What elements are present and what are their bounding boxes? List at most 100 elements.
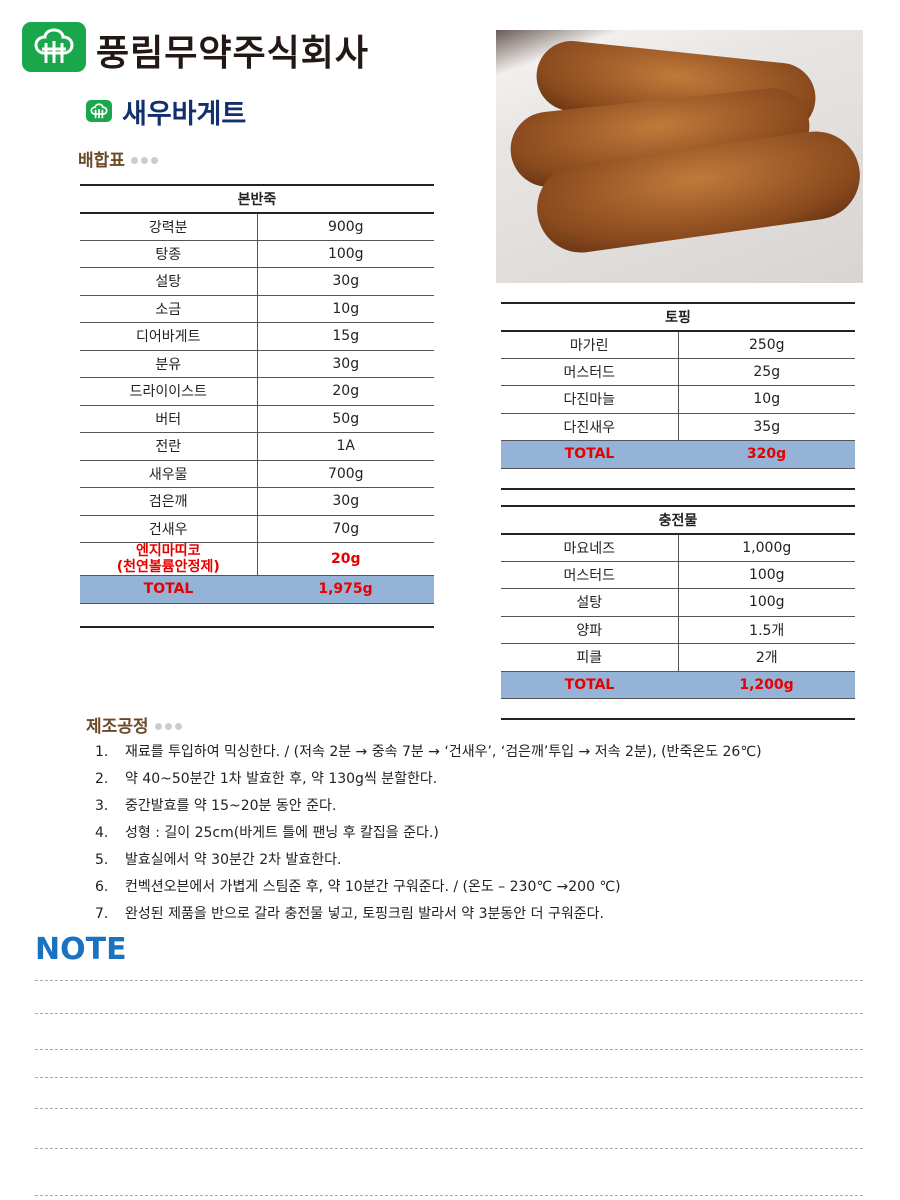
ingredient-amount: 20g	[257, 542, 434, 576]
step-number: 2.	[95, 771, 109, 787]
recipe-title: 새우바게트	[122, 99, 247, 130]
step-text: 발효실에서 약 30분간 2차 발효한다.	[125, 852, 342, 868]
company-name: 풍림무약주식회사	[96, 33, 369, 74]
ingredient-name: 양파	[501, 616, 679, 644]
table-row: 머스터드 25g	[501, 358, 855, 386]
table-row: 디어바게트 15g	[80, 322, 434, 351]
table-row: 새우물 700g	[80, 460, 434, 488]
ingredient-amount: 1A	[257, 432, 434, 461]
table-title: 충전물	[501, 505, 855, 535]
note-line	[35, 1077, 863, 1078]
total-row: TOTAL 320g	[501, 440, 855, 469]
ingredient-name: 건새우	[80, 515, 258, 543]
table-row: 다진새우 35g	[501, 413, 855, 441]
ingredient-name: 디어바게트	[80, 322, 258, 351]
step-text: 재료를 투입하여 믹싱한다. / (저속 2분 → 중속 7분 → ‘건새우’,…	[125, 744, 762, 760]
ingredient-name: 강력분	[80, 212, 258, 241]
main-dough-table: 본반죽 강력분 900g 탕종 100g 설탕 30g 소금 10g 디어바게트 15g 분유 30g 드…	[80, 184, 434, 604]
filling-table: 충전물 마요네즈 1,000g 머스터드 100g 설탕 100g 양파 1.5개 피클 2개 TOT…	[501, 505, 855, 699]
ingredient-name: 엔지마띠코 (천연볼륨안정제)	[80, 542, 258, 576]
step-number: 1.	[95, 744, 109, 760]
ingredient-amount: 25g	[678, 358, 855, 386]
table-header: 토핑	[501, 302, 855, 332]
process-step: 6. 컨벡션오븐에서 가볍게 스팀준 후, 약 10분간 구워준다. / (온도 …	[95, 877, 762, 904]
ingredient-name: 드라이이스트	[80, 377, 258, 406]
total-label: TOTAL	[501, 671, 678, 699]
total-row: TOTAL 1,200g	[501, 671, 855, 699]
section-recipe: 배합표	[78, 146, 161, 171]
ingredient-name: 분유	[80, 350, 258, 378]
total-amount: 1,200g	[678, 671, 855, 699]
table-row: 강력분 900g	[80, 212, 434, 241]
ingredient-name: 다진마늘	[501, 385, 679, 414]
ingredient-name: 피클	[501, 643, 679, 672]
divider	[80, 626, 434, 628]
ingredient-amount: 900g	[257, 212, 434, 241]
ingredient-amount: 30g	[257, 350, 434, 378]
total-amount: 320g	[678, 440, 855, 469]
ingredient-name: 버터	[80, 405, 258, 433]
step-number: 5.	[95, 852, 109, 868]
table-title: 본반죽	[80, 184, 434, 214]
table-header: 충전물	[501, 505, 855, 535]
total-label: TOTAL	[501, 440, 678, 469]
note-line	[35, 980, 863, 981]
ingredient-amount: 30g	[257, 267, 434, 296]
divider	[501, 718, 855, 720]
company-logo	[22, 22, 86, 72]
table-row: 피클 2개	[501, 643, 855, 672]
section-process: 제조공정	[86, 712, 185, 737]
process-steps: 1. 재료를 투입하여 믹싱한다. / (저속 2분 → 중속 7분 → ‘건새우…	[95, 742, 762, 931]
table-row: 설탕 100g	[501, 588, 855, 617]
ingredient-amount: 70g	[257, 515, 434, 543]
step-number: 7.	[95, 906, 109, 922]
note-line	[35, 1148, 863, 1149]
step-text: 완성된 제품을 반으로 갈라 충전물 넣고, 토핑크림 발라서 약 3분동안 더…	[125, 906, 604, 922]
step-text: 성형 : 길이 25cm(바게트 틀에 팬닝 후 칼집을 준다.)	[125, 825, 439, 841]
process-step: 5. 발효실에서 약 30분간 2차 발효한다.	[95, 850, 762, 877]
total-amount: 1,975g	[257, 575, 434, 604]
process-step: 4. 성형 : 길이 25cm(바게트 틀에 팬닝 후 칼집을 준다.)	[95, 823, 762, 850]
step-number: 6.	[95, 879, 109, 895]
table-row: 마요네즈 1,000g	[501, 533, 855, 562]
topping-table: 토핑 마가린 250g 머스터드 25g 다진마늘 10g 다진새우 35g TOTAL 320g	[501, 302, 855, 469]
table-row: 소금 10g	[80, 295, 434, 323]
section-recipe-label: 배합표	[78, 151, 125, 171]
table-row: 마가린 250g	[501, 330, 855, 359]
table-row: 드라이이스트 20g	[80, 377, 434, 406]
table-row: 전란 1A	[80, 432, 434, 461]
ingredient-amount: 1,000g	[678, 533, 855, 562]
table-row: 건새우 70g	[80, 515, 434, 543]
step-number: 4.	[95, 825, 109, 841]
dots-decoration	[154, 715, 185, 735]
ingredient-amount: 15g	[257, 322, 434, 351]
ingredient-amount: 10g	[678, 385, 855, 414]
ingredient-amount: 50g	[257, 405, 434, 433]
ingredient-name: 소금	[80, 295, 258, 323]
tree-logo-icon	[86, 100, 112, 122]
note-line	[35, 1108, 863, 1109]
ingredient-amount: 35g	[678, 413, 855, 441]
ingredient-name: 전란	[80, 432, 258, 461]
table-row: 설탕 30g	[80, 267, 434, 296]
ingredient-name: 설탕	[501, 588, 679, 617]
ingredient-name: 설탕	[80, 267, 258, 296]
table-row: 양파 1.5개	[501, 616, 855, 644]
ingredient-amount: 250g	[678, 330, 855, 359]
ingredient-amount: 100g	[678, 561, 855, 589]
note-line	[35, 1013, 863, 1014]
ingredient-name: 검은깨	[80, 487, 258, 516]
ingredient-name: 머스터드	[501, 561, 679, 589]
note-line	[35, 1049, 863, 1050]
tree-logo-icon	[34, 28, 74, 63]
table-row: 검은깨 30g	[80, 487, 434, 516]
total-label: TOTAL	[80, 575, 257, 604]
table-row: 분유 30g	[80, 350, 434, 378]
product-photo	[496, 30, 863, 283]
table-title: 토핑	[501, 302, 855, 332]
process-step: 3. 중간발효를 약 15~20분 동안 준다.	[95, 796, 762, 823]
ingredient-name: 마요네즈	[501, 533, 679, 562]
total-row: TOTAL 1,975g	[80, 575, 434, 604]
table-row: 탕종 100g	[80, 240, 434, 268]
ingredient-amount: 20g	[257, 377, 434, 406]
